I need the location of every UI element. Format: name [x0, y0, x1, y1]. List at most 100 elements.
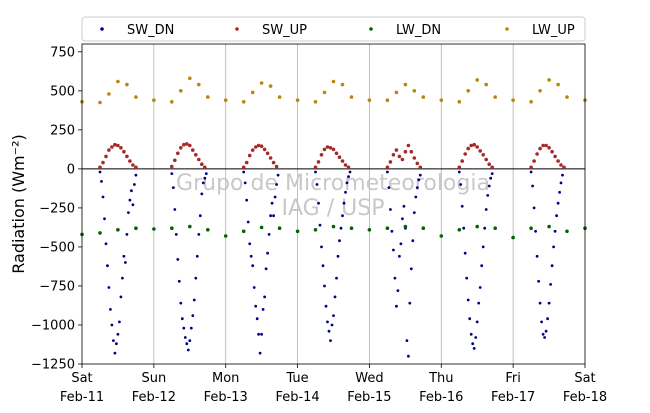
data-point	[558, 190, 561, 194]
data-point	[118, 320, 121, 324]
data-point	[274, 164, 279, 169]
data-point	[316, 160, 321, 164]
data-point	[116, 79, 120, 84]
data-point	[203, 176, 207, 180]
data-point	[556, 82, 560, 87]
legend-label: SW_DN	[127, 23, 174, 38]
data-point	[547, 224, 551, 229]
data-point	[130, 189, 133, 193]
data-point	[532, 206, 536, 210]
data-point	[487, 184, 491, 188]
data-point	[254, 304, 258, 308]
data-point	[244, 160, 249, 165]
data-point	[477, 301, 481, 305]
data-point	[331, 147, 336, 152]
data-point	[347, 175, 350, 179]
data-point	[116, 332, 120, 336]
y-tick-label: −1000	[31, 318, 75, 333]
data-point	[387, 186, 391, 190]
data-point	[152, 227, 156, 231]
data-point	[194, 153, 198, 157]
y-tick-label: 500	[50, 84, 75, 99]
data-point	[481, 245, 485, 249]
data-point	[133, 183, 136, 186]
data-point	[171, 186, 175, 190]
data-point	[173, 208, 177, 211]
data-point	[264, 267, 268, 271]
data-point	[541, 332, 545, 336]
data-point	[421, 95, 426, 99]
data-point	[414, 195, 418, 199]
data-point	[125, 154, 129, 159]
data-point	[493, 95, 498, 99]
data-point	[259, 144, 264, 148]
data-point	[559, 163, 563, 167]
data-point	[313, 165, 318, 170]
data-point	[535, 254, 539, 258]
x-tick-label-date: Feb-17	[491, 390, 535, 405]
data-point	[252, 286, 256, 289]
data-point	[191, 314, 195, 317]
data-point	[395, 304, 398, 308]
data-point	[565, 95, 569, 99]
data-point	[101, 195, 105, 199]
data-point	[439, 234, 444, 238]
y-tick-label: −250	[39, 201, 75, 216]
data-point	[412, 89, 417, 93]
data-point	[559, 181, 563, 185]
data-point	[529, 100, 533, 104]
data-point	[386, 170, 389, 174]
data-point	[113, 142, 117, 147]
data-point	[100, 180, 103, 183]
data-point	[406, 143, 411, 148]
data-point	[484, 208, 488, 211]
data-point	[478, 286, 482, 289]
data-point	[511, 235, 515, 240]
data-point	[98, 170, 102, 174]
data-point	[553, 229, 557, 233]
data-point	[405, 339, 409, 342]
data-point	[188, 143, 192, 148]
data-point	[197, 233, 201, 236]
data-point	[170, 172, 174, 176]
data-point	[104, 154, 108, 159]
data-point	[200, 192, 204, 196]
data-point	[266, 251, 269, 255]
data-point	[532, 159, 536, 163]
x-tick-label-day: Mon	[212, 371, 239, 386]
data-point	[474, 336, 478, 339]
legend-label: SW_UP	[262, 23, 307, 38]
data-point	[475, 320, 479, 324]
data-point	[399, 242, 403, 246]
data-point	[325, 145, 330, 149]
data-point	[174, 233, 178, 236]
data-point	[468, 317, 472, 321]
data-point	[544, 143, 548, 148]
data-point	[463, 152, 468, 156]
data-point	[389, 208, 392, 211]
data-point	[331, 224, 336, 229]
data-point	[331, 79, 336, 84]
data-point	[483, 226, 487, 230]
y-tick-label: −750	[39, 279, 75, 294]
data-point	[462, 226, 466, 230]
data-point	[195, 254, 199, 258]
y-tick-label: 250	[50, 123, 75, 138]
data-point	[112, 339, 115, 342]
data-point	[204, 172, 208, 176]
data-point	[334, 151, 339, 156]
data-point	[472, 142, 477, 147]
data-point	[402, 204, 406, 208]
data-point	[459, 183, 463, 186]
data-point	[270, 201, 274, 205]
data-point	[385, 98, 390, 102]
data-point	[543, 336, 546, 339]
data-point	[457, 165, 462, 170]
data-point	[125, 233, 129, 236]
data-point	[272, 214, 275, 218]
data-point	[183, 336, 187, 339]
data-point	[412, 211, 416, 215]
data-point	[415, 161, 420, 166]
data-point	[342, 201, 346, 205]
